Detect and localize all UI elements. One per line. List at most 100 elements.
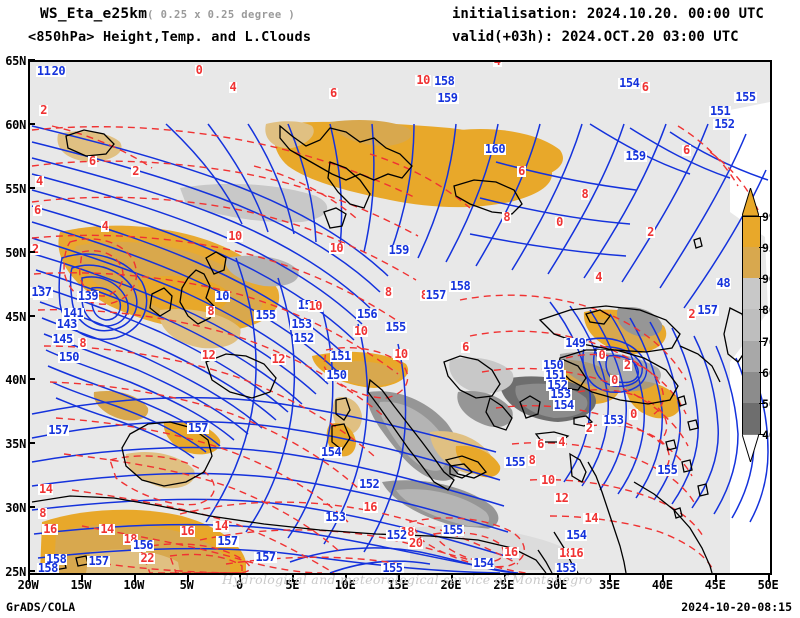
temperature-contour-label: 12 xyxy=(200,347,217,362)
temperature-contour-label: 8 xyxy=(78,336,88,351)
chart-header: WS_Eta_e25km( 0.25 x 0.25 degree ) <850h… xyxy=(0,0,800,55)
temperature-contour-label: 20 xyxy=(408,535,424,550)
colorbar-top-arrow xyxy=(742,188,759,216)
temperature-contour-label: 4 xyxy=(557,434,567,449)
height-contour-label: 154 xyxy=(618,75,641,90)
temperature-contour-label: 8 xyxy=(580,186,590,201)
height-contour-label: 155 xyxy=(656,462,679,477)
height-contour-label: 139 xyxy=(76,289,100,304)
temperature-contour-label: 16 xyxy=(42,521,58,536)
height-contour-label: 157 xyxy=(186,420,210,435)
temperature-contour-label: 2 xyxy=(584,420,594,435)
colorbar-segment xyxy=(742,402,761,435)
longitude-tick-label: 10E xyxy=(334,578,356,592)
height-contour-label: 149 xyxy=(564,336,587,351)
height-contour-label: 151 xyxy=(709,103,732,118)
temperature-contour-label: 4 xyxy=(492,62,502,67)
height-contour-label: 158 xyxy=(433,74,456,89)
temperature-contour-label: 6 xyxy=(87,153,97,168)
latitude-tick-mark xyxy=(28,506,35,509)
field-description: <850hPa> Height,Temp. and L.Clouds xyxy=(28,29,312,45)
height-contour-label: 158 xyxy=(36,561,59,575)
height-contour-label: 157 xyxy=(254,549,277,564)
temperature-contour-label: 10 xyxy=(393,346,409,361)
temperature-contour-label: 10 xyxy=(540,473,556,488)
colorbar-segment xyxy=(742,278,761,310)
colorbar-bottom-arrow xyxy=(742,434,759,462)
latitude-tick-mark xyxy=(28,250,35,253)
latitude-tick-label: 30N xyxy=(5,501,26,516)
longitude-tick-label: 40E xyxy=(651,578,673,592)
longitude-tick-mark xyxy=(239,575,242,582)
temperature-contour-label: 12 xyxy=(270,351,287,366)
height-contour-label: 154 xyxy=(472,556,495,571)
temperature-contour-label: 8 xyxy=(383,285,393,300)
latitude-tick-mark xyxy=(28,186,35,189)
model-resolution: ( 0.25 x 0.25 degree ) xyxy=(147,9,296,21)
colorbar-segment xyxy=(742,309,761,341)
longitude-tick-label: 30E xyxy=(546,578,567,592)
height-contour-label: 145 xyxy=(51,332,74,347)
temperature-contour-label: 4 xyxy=(35,174,44,189)
height-contour-label: 155 xyxy=(503,455,527,470)
latitude-tick-label: 65N xyxy=(5,54,26,68)
temperature-contour-label: 6 xyxy=(682,143,691,158)
valid-time: valid(+03h): 2024.OCT.20 03:00 UTC xyxy=(452,29,739,45)
longitude-tick-mark xyxy=(80,575,83,582)
temperature-contour-label: 6 xyxy=(640,79,650,94)
temperature-contour-label: 0 xyxy=(597,347,607,362)
temperature-contour-label: 8 xyxy=(527,452,537,467)
generation-timestamp: 2024-10-20-08:15 xyxy=(681,600,792,614)
height-contour-label: 155 xyxy=(441,522,464,537)
height-contour-label: 156 xyxy=(355,306,379,321)
height-contour-label: 20 xyxy=(50,64,67,79)
service-watermark: Hydrological and meteorological service … xyxy=(222,572,593,587)
height-contour-label: 152 xyxy=(713,116,736,131)
longitude-tick-label: 20E xyxy=(440,578,462,592)
height-contour-label: 153 xyxy=(290,317,313,332)
longitude-tick-label: 5E xyxy=(285,578,300,592)
temperature-contour-label: 2 xyxy=(646,225,655,240)
longitude-tick-label: 20W xyxy=(17,578,39,592)
colorbar-tick-label: 50 xyxy=(762,396,770,411)
low-cloud-shading xyxy=(40,120,681,573)
height-contour-label: 159 xyxy=(624,148,647,163)
temperature-contour-label: 10 xyxy=(415,73,431,88)
height-contour-label: 152 xyxy=(546,378,569,393)
height-contour-label: 48 xyxy=(715,276,732,291)
weather-map-plot: 4625711202137139141143145150842604610158… xyxy=(28,60,772,575)
colorbar-tick-mark xyxy=(759,434,765,435)
colorbar-tick-label: 95 xyxy=(762,241,770,256)
colorbar-segment xyxy=(742,216,761,249)
height-contour-label: 151 xyxy=(329,349,352,364)
temperature-contour-label: 6 xyxy=(461,340,470,355)
latitude-tick-label: 35N xyxy=(5,437,26,452)
latitude-tick-label: 40N xyxy=(5,373,26,388)
temperature-contour-label: 16 xyxy=(568,545,585,560)
height-contour-label: 158 xyxy=(449,278,472,293)
temperature-contour-label: 2 xyxy=(39,102,49,117)
temperature-contour-label: 22 xyxy=(139,550,155,565)
temperature-contour-label: 6 xyxy=(32,203,42,218)
height-contour-label: 160 xyxy=(483,142,507,157)
height-contour-label: 137 xyxy=(30,285,53,300)
temperature-contour-label: 8 xyxy=(38,506,47,521)
latitude-tick-label: 45N xyxy=(5,309,26,324)
longitude-tick-mark xyxy=(609,575,612,582)
colorbar-tick-label: 99 xyxy=(762,210,770,224)
longitude-tick-mark xyxy=(186,575,189,582)
temperature-contour-label: 6 xyxy=(517,163,526,178)
height-contour-label: 157 xyxy=(87,553,110,568)
latitude-tick-mark xyxy=(28,570,35,572)
height-contour-label: 159 xyxy=(387,243,410,258)
height-contour-label: 150 xyxy=(325,368,348,383)
temperature-contour-label: 0 xyxy=(555,214,564,229)
height-contour-label: 156 xyxy=(131,538,155,553)
temperature-contour-label: 16 xyxy=(503,544,519,559)
height-contour-label: 155 xyxy=(384,319,407,334)
height-contour-label: 141 xyxy=(62,305,85,320)
map-canvas xyxy=(30,62,770,573)
temperature-contour-label: 8 xyxy=(206,304,216,319)
temperature-contour-label: 4 xyxy=(594,269,604,284)
height-contour-label: 11 xyxy=(35,64,52,79)
